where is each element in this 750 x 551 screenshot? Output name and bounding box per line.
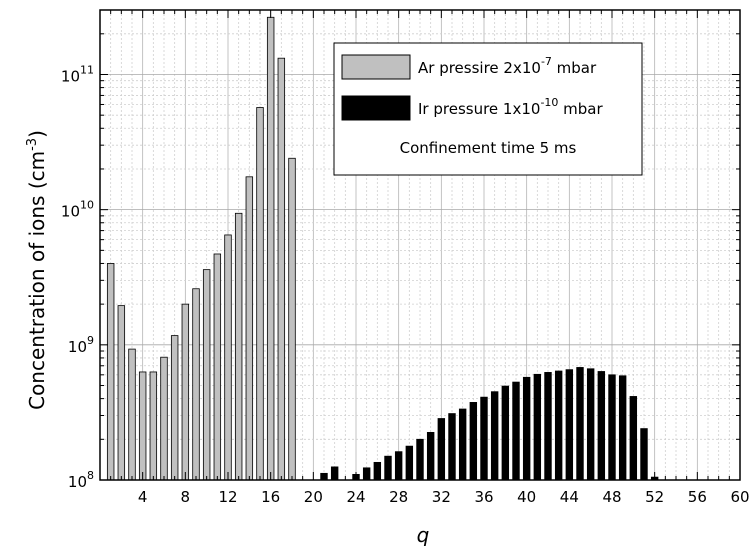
y-tick-label-base: 10	[61, 203, 80, 221]
bar	[256, 107, 264, 481]
bar	[597, 371, 606, 481]
bars	[106, 16, 659, 481]
legend-label-ir-sup: -10	[540, 96, 558, 109]
bar	[405, 445, 414, 481]
bar	[640, 428, 648, 481]
y-tick-label: 1011	[61, 63, 94, 85]
x-tick-label: 40	[517, 488, 536, 506]
y-axis-title: Concentration of ions (cm-3)	[25, 130, 49, 410]
y-tick-label-exp: 9	[87, 334, 94, 347]
legend-annotation: Confinement time 5 ms	[400, 139, 577, 157]
x-axis-title: q	[417, 523, 430, 547]
y-tick-label: 109	[68, 334, 94, 356]
bar	[522, 376, 531, 481]
bar	[565, 369, 574, 481]
y-tick-label: 108	[68, 469, 94, 491]
bar	[245, 176, 254, 481]
bar	[192, 288, 200, 481]
bar	[576, 367, 584, 481]
y-tick-label-base: 10	[61, 67, 80, 85]
y-axis-title-end: )	[25, 130, 49, 138]
bar	[213, 253, 222, 481]
bar	[234, 212, 243, 481]
x-tick-label: 44	[560, 488, 579, 506]
x-tick-label: 48	[602, 488, 621, 506]
bar	[437, 418, 446, 481]
bar	[448, 413, 456, 481]
bar	[128, 348, 136, 481]
bar	[586, 368, 595, 481]
y-tick-label-exp: 10	[80, 199, 94, 212]
legend-swatch-ar	[341, 54, 411, 80]
y-tick-label: 1010	[61, 199, 94, 221]
legend-label-ar: Ar pressire 2x10-7 mbar	[418, 55, 597, 77]
y-axis-title-sup: -3	[25, 138, 40, 151]
legend-label-ir-post: mbar	[558, 100, 603, 118]
bar	[618, 375, 627, 481]
bar	[608, 374, 616, 481]
x-tick-label: 28	[389, 488, 408, 506]
bar	[458, 408, 467, 481]
bar	[106, 263, 115, 481]
bar	[501, 385, 510, 481]
x-tick-label: 16	[261, 488, 280, 506]
bar	[544, 372, 552, 481]
y-tick-label-base: 10	[68, 473, 87, 491]
bar	[160, 356, 168, 481]
bar	[224, 234, 232, 481]
y-tick-label-exp: 11	[80, 63, 94, 76]
x-tick-label: 36	[474, 488, 493, 506]
axis-ticks	[100, 10, 740, 480]
bar	[629, 396, 638, 481]
x-tick-label: 52	[645, 488, 664, 506]
bar	[554, 370, 563, 481]
bar	[170, 335, 179, 481]
bar	[138, 371, 147, 481]
x-tick-label: 4	[138, 488, 148, 506]
bar	[117, 305, 126, 481]
bar	[181, 303, 190, 481]
bar	[288, 157, 296, 481]
legend-label-ir-pre: Ir pressure 1x10	[418, 100, 540, 118]
y-tick-label-base: 10	[68, 338, 87, 356]
x-tick-label: 56	[688, 488, 707, 506]
legend-swatch-ir	[341, 95, 411, 121]
bar	[277, 57, 286, 481]
bar	[149, 371, 158, 481]
bar	[480, 396, 488, 481]
x-tick-label: 60	[730, 488, 749, 506]
legend: Ar pressire 2x10-7 mbar Ir pressure 1x10…	[333, 42, 643, 176]
bar	[533, 373, 542, 481]
y-tick-label-exp: 8	[87, 469, 94, 482]
legend-label-ar-sup: -7	[541, 55, 552, 68]
x-tick-label: 24	[346, 488, 365, 506]
x-tick-label: 12	[218, 488, 237, 506]
bar	[266, 16, 275, 481]
legend-label-ar-pre: Ar pressire 2x10	[418, 59, 541, 77]
x-tick-label: 32	[432, 488, 451, 506]
bar	[426, 431, 435, 481]
legend-label-ar-post: mbar	[552, 59, 597, 77]
bar	[416, 438, 424, 481]
y-axis-title-main: Concentration of ions (cm	[25, 151, 49, 410]
x-tick-labels: 4 8 12 16 20 24 28 32 36 40 44 48 52 56 60	[138, 488, 750, 506]
bar	[490, 391, 499, 481]
x-tick-label: 20	[304, 488, 323, 506]
bar	[512, 381, 520, 481]
bar	[469, 402, 478, 481]
x-tick-label: 8	[181, 488, 191, 506]
legend-label-ir: Ir pressure 1x10-10 mbar	[418, 96, 603, 118]
bar	[202, 269, 211, 481]
